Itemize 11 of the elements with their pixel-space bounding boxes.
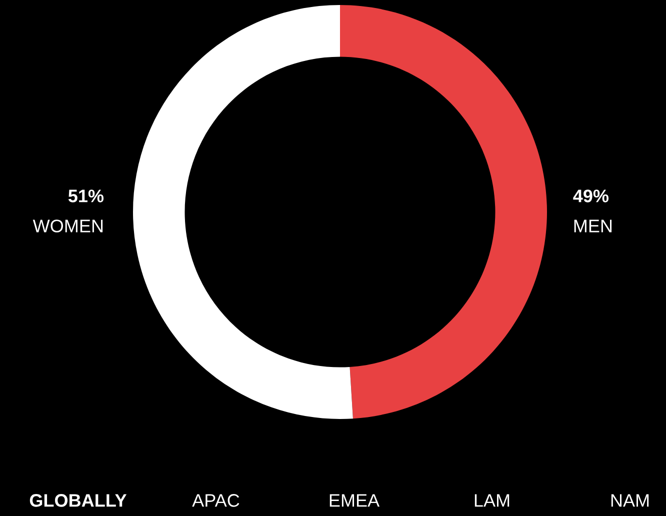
text: EMEA: [330, 494, 380, 507]
text: LAM: [474, 494, 510, 507]
slice-label: WOMEN: [32, 220, 103, 232]
donut-slice: [133, 5, 353, 419]
data-label: 51%: [68, 190, 104, 202]
slice-label: MEN: [574, 220, 612, 232]
text: APAC: [192, 494, 240, 507]
text: GLOBALLY: [30, 494, 127, 507]
text: NAM: [611, 494, 649, 507]
donut-slice: [340, 5, 547, 419]
data-label: 49%: [573, 190, 609, 202]
